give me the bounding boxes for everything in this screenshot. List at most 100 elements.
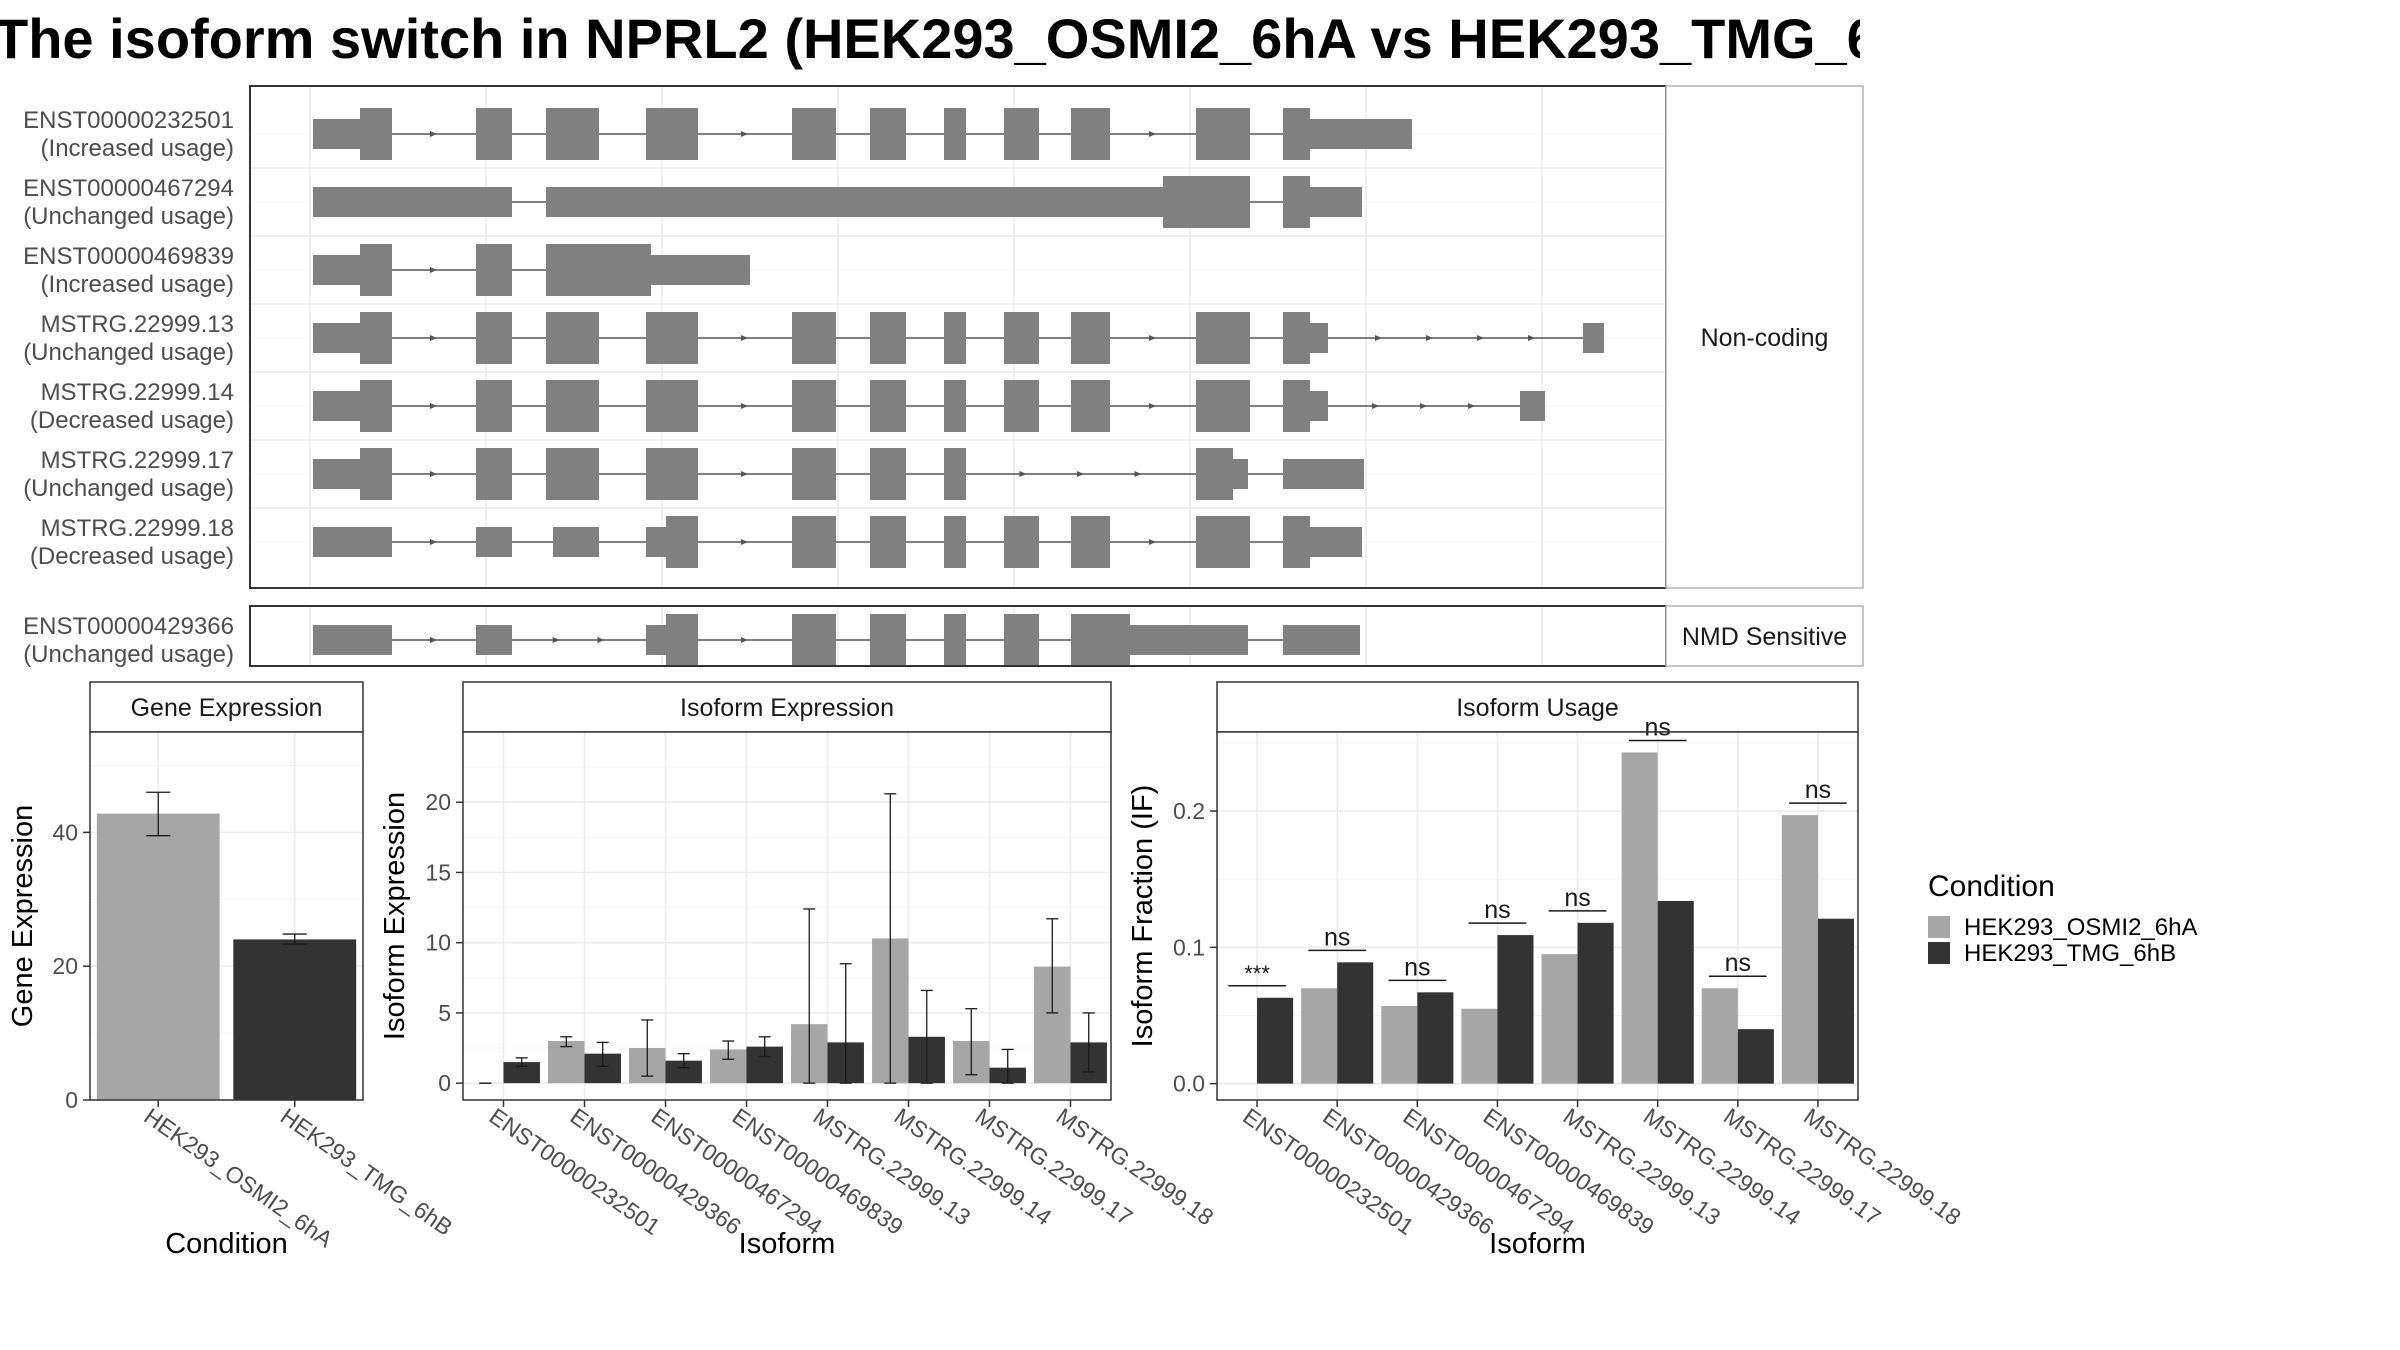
plot-border <box>89 731 364 1101</box>
plot-border <box>1216 731 1859 1101</box>
group-strip <box>1665 605 1864 667</box>
intron-arrow <box>1426 335 1433 341</box>
exon <box>1283 108 1310 160</box>
transcript-row <box>313 312 1604 364</box>
exon <box>792 312 836 364</box>
y-tick-label: 0 <box>65 1087 78 1113</box>
exon <box>1071 614 1130 666</box>
bar <box>1497 935 1534 1084</box>
significance-label: ns <box>1725 949 1751 977</box>
transcript-row <box>313 176 1362 228</box>
bar <box>1541 954 1578 1084</box>
y-tick-label: 20 <box>52 953 78 979</box>
exon <box>666 614 698 666</box>
intron-arrow <box>1477 335 1484 341</box>
exon <box>792 380 836 432</box>
exon <box>1163 176 1250 228</box>
exon <box>360 312 392 364</box>
exon <box>1196 108 1250 160</box>
transcript-usage-label: (Unchanged usage) <box>23 641 234 668</box>
exon <box>1283 380 1310 432</box>
intron-arrow <box>1149 335 1156 341</box>
exon <box>1071 312 1110 364</box>
intron-arrow <box>430 335 437 341</box>
exon <box>1130 625 1248 655</box>
exon <box>1310 187 1362 217</box>
exon <box>360 380 392 432</box>
x-axis-title: Condition <box>165 1228 288 1260</box>
intron-arrow <box>430 637 437 643</box>
exon <box>1283 176 1310 228</box>
exon <box>1196 516 1250 568</box>
exon <box>944 312 966 364</box>
exon <box>1283 312 1310 364</box>
exon <box>870 516 906 568</box>
significance-label: ns <box>1324 923 1350 951</box>
intron-arrow <box>430 403 437 409</box>
bar <box>1737 1029 1774 1084</box>
significance-label: ns <box>1484 896 1510 924</box>
y-tick-label: 5 <box>438 1000 451 1026</box>
intron-arrow <box>597 637 605 643</box>
significance-label: *** <box>1244 961 1270 986</box>
exon <box>646 108 698 160</box>
plot-border <box>462 731 1112 1101</box>
exon <box>546 187 1163 217</box>
legend-label: HEK293_TMG_6hB <box>1964 940 2176 967</box>
intron-arrow <box>1468 403 1475 409</box>
x-axis-title: Isoform <box>1489 1228 1586 1260</box>
intron-arrow <box>741 539 748 545</box>
exon <box>1004 380 1039 432</box>
intron-arrow <box>1372 403 1379 409</box>
plot-area <box>463 732 1111 1100</box>
exon <box>646 625 666 655</box>
legend-title: Condition <box>1928 870 2055 903</box>
bar <box>233 939 357 1100</box>
y-tick-label: 15 <box>425 859 451 885</box>
exon <box>870 448 906 500</box>
exon <box>553 527 599 557</box>
panel-strip-label: Isoform Usage <box>1456 694 1619 722</box>
transcript-row <box>313 108 1412 160</box>
x-axis-title: Isoform <box>739 1228 836 1260</box>
transcript-id-label: ENST00000469839 <box>23 243 234 270</box>
exon <box>1004 108 1039 160</box>
exon <box>1583 323 1604 353</box>
panel-strip-label: Gene Expression <box>131 694 323 722</box>
panel-strip <box>1216 681 1859 733</box>
exon <box>646 312 698 364</box>
intron-arrow <box>741 637 748 643</box>
significance-label: ns <box>1404 953 1430 981</box>
transcript-row <box>313 244 750 296</box>
exon <box>1283 625 1360 655</box>
bar <box>1657 901 1694 1084</box>
exon <box>360 244 392 296</box>
transcript-usage-label: (Unchanged usage) <box>23 475 234 502</box>
bar <box>1817 918 1854 1084</box>
y-tick-label: 0.0 <box>1173 1071 1205 1097</box>
exon <box>944 380 966 432</box>
exon <box>313 187 512 217</box>
exon <box>546 244 651 296</box>
exon <box>546 108 599 160</box>
intron-arrow <box>1019 471 1027 477</box>
bar <box>548 1041 585 1084</box>
legend-label: HEK293_OSMI2_6hA <box>1964 914 2197 941</box>
exon <box>646 380 698 432</box>
bar <box>1461 1008 1498 1084</box>
exon <box>476 244 512 296</box>
intron-arrow <box>430 267 437 273</box>
bar <box>1301 988 1338 1084</box>
exon <box>1071 516 1110 568</box>
exon <box>313 255 360 285</box>
exon <box>651 255 750 285</box>
exon <box>646 527 666 557</box>
exon <box>1520 391 1545 421</box>
exon <box>944 614 966 666</box>
transcript-id-label: ENST00000429366 <box>23 613 234 640</box>
bar <box>1337 962 1374 1084</box>
transcript-id-label: ENST00000232501 <box>23 107 234 134</box>
exon <box>1283 516 1310 568</box>
bar <box>1701 988 1738 1084</box>
